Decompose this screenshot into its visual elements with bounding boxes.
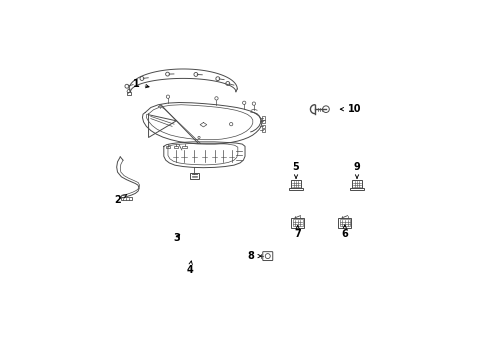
Text: 9: 9: [354, 162, 360, 178]
Text: 6: 6: [342, 225, 348, 239]
Bar: [262, 129, 265, 132]
Bar: [166, 146, 170, 148]
Text: 8: 8: [247, 251, 261, 261]
Bar: [262, 120, 265, 123]
Bar: [127, 92, 131, 95]
Bar: [262, 116, 265, 120]
Text: 10: 10: [340, 104, 361, 114]
Text: 5: 5: [293, 162, 299, 178]
Text: 4: 4: [186, 261, 193, 275]
Text: 3: 3: [173, 233, 180, 243]
Bar: [122, 197, 132, 201]
Bar: [190, 174, 199, 179]
Text: 7: 7: [294, 225, 301, 239]
Bar: [174, 146, 178, 148]
Bar: [182, 146, 187, 148]
Text: 1: 1: [133, 79, 149, 89]
Text: 2: 2: [115, 195, 127, 205]
Bar: [262, 125, 265, 128]
